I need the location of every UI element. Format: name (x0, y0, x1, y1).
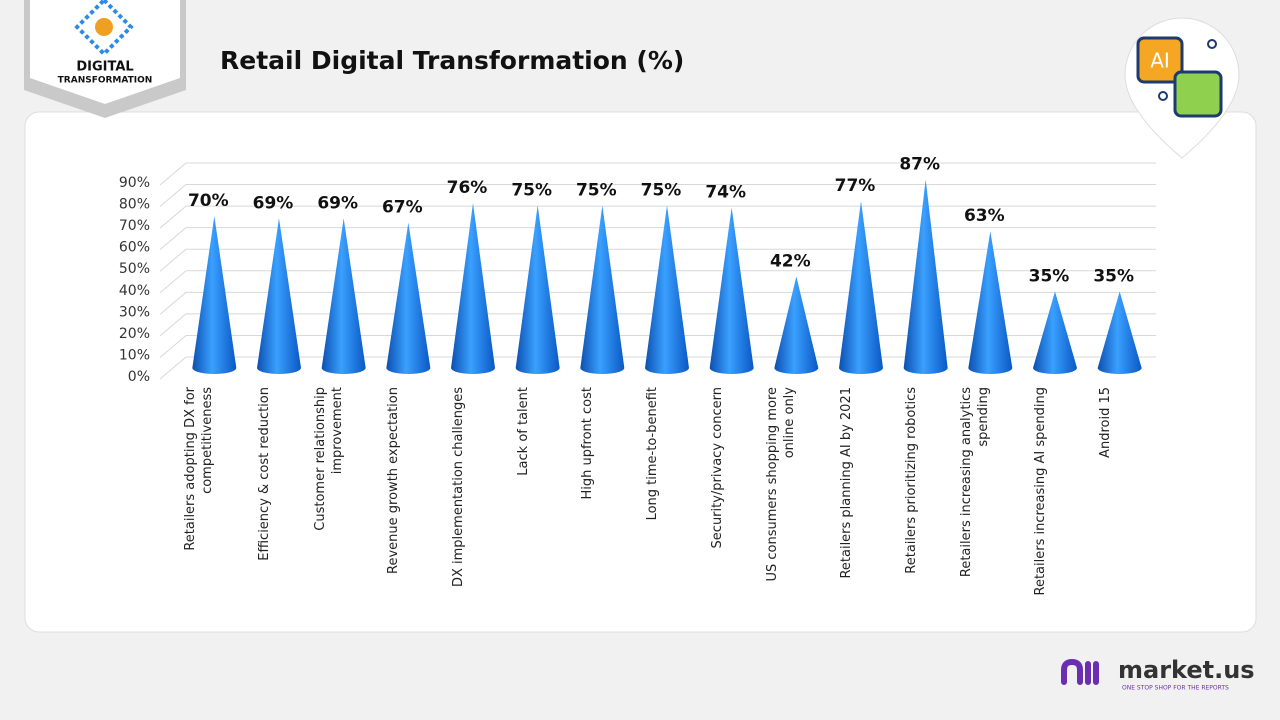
cone (774, 276, 819, 374)
value-label: 69% (317, 193, 358, 213)
value-label: 35% (1029, 267, 1070, 287)
grid-line (159, 356, 1156, 380)
x-tick-label: Retailers planning AI by 2021 (838, 387, 854, 579)
value-label: 70% (188, 191, 229, 211)
y-tick-label: 70% (119, 218, 150, 234)
x-tick-label: Android 15 (1097, 387, 1113, 458)
grid-line (159, 205, 1156, 229)
cone (1097, 291, 1142, 374)
footer-brand: market.us (1118, 656, 1255, 684)
x-tick-label: High upfront cost (579, 387, 595, 500)
value-label: 35% (1093, 267, 1134, 287)
cone (257, 218, 301, 374)
icon-text: AI (1150, 49, 1170, 73)
x-tick-label: Efficiency & cost reduction (256, 387, 272, 561)
x-tick-label: Retailers prioritizing robotics (903, 387, 919, 574)
value-label: 63% (964, 206, 1005, 226)
y-tick-label: 30% (119, 304, 150, 320)
cone (645, 205, 689, 374)
cone (515, 205, 560, 374)
value-label: 87% (899, 154, 940, 174)
grid-line (159, 227, 1156, 251)
cone (386, 222, 431, 374)
x-tick-label: Long time-to-benefit (644, 387, 660, 521)
grid-line (159, 162, 1156, 186)
value-label: 75% (511, 180, 552, 200)
grid-line (159, 184, 1156, 207)
footer-tagline: ONE STOP SHOP FOR THE REPORTS (1122, 685, 1229, 692)
value-label: 74% (705, 182, 746, 202)
y-tick-label: 10% (119, 347, 150, 363)
cone (1033, 291, 1077, 374)
x-tick-label: Retailers adopting DX for competitivenes… (183, 387, 216, 551)
x-tick-label: Lack of talent (515, 387, 531, 476)
y-tick-label: 90% (119, 175, 150, 191)
grid-line (159, 270, 1156, 294)
grid-line (159, 291, 1156, 315)
chart-title: Retail Digital Transformation (%) (220, 46, 684, 75)
footer-logo (1061, 658, 1099, 685)
x-tick-label: US consumers shopping more online only (765, 387, 798, 582)
ai-icon (1124, 17, 1240, 159)
value-label: 76% (447, 178, 488, 198)
value-label: 75% (576, 180, 617, 200)
y-tick-label: 50% (119, 261, 150, 277)
y-tick-label: 60% (119, 240, 150, 256)
value-label: 75% (641, 180, 682, 200)
badge-text: TRANSFORMATION (58, 76, 153, 86)
y-tick-label: 0% (128, 369, 150, 385)
cone (451, 203, 495, 374)
x-tick-label: Retailers increasing AI spending (1032, 387, 1048, 596)
x-tick-label: Retailers increasing analytics spending (959, 387, 992, 578)
cone (580, 205, 625, 374)
cone (321, 218, 366, 374)
y-tick-label: 80% (119, 197, 150, 213)
badge-logo (74, 0, 134, 57)
grid-line (159, 334, 1156, 358)
cone (839, 201, 883, 374)
x-tick-label: DX implementation challenges (450, 387, 466, 588)
x-tick-label: Security/privacy concern (709, 387, 725, 549)
value-label: 77% (835, 176, 876, 196)
value-label: 67% (382, 198, 423, 218)
cone (709, 207, 754, 374)
cone (192, 216, 237, 374)
cone (903, 179, 948, 374)
badge-text: DIGITAL (76, 60, 133, 75)
value-label: 42% (770, 251, 811, 271)
grid-line (159, 248, 1156, 272)
y-tick-label: 40% (119, 283, 150, 299)
cone (968, 231, 1013, 374)
value-label: 69% (253, 193, 294, 213)
x-tick-label: Customer relationship improvement (312, 387, 345, 531)
x-tick-label: Revenue growth expectation (385, 387, 401, 574)
grid-line (159, 313, 1156, 337)
card (24, 111, 1257, 633)
y-tick-label: 20% (119, 326, 150, 342)
